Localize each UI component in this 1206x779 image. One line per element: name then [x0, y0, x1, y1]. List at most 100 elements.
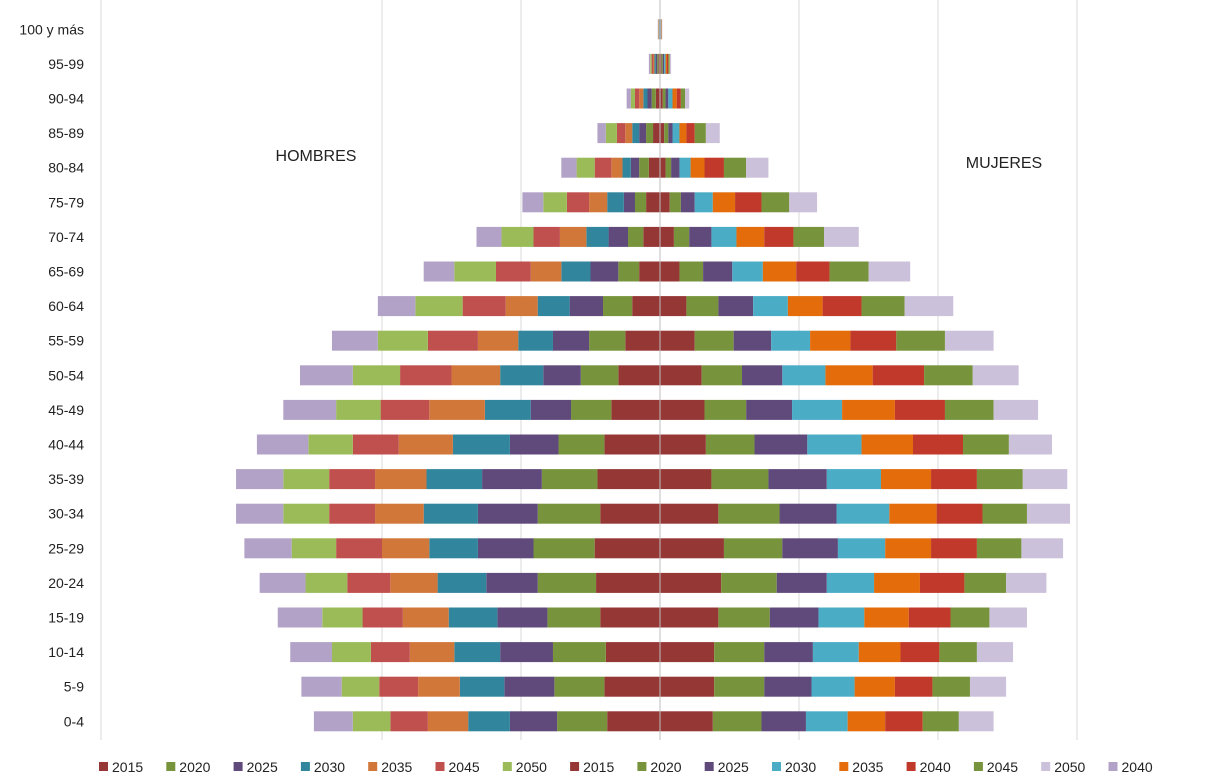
bar-right-2040-6: [764, 226, 794, 247]
legend-swatch: [502, 762, 512, 771]
bar-right-2050-15: [1021, 538, 1064, 559]
bar-left-2025-14: [477, 503, 538, 524]
legend-swatch: [1041, 762, 1051, 771]
bar-left-2020-3: [646, 123, 654, 144]
bar-right-2015-3: [660, 123, 665, 144]
bar-right-2045-3: [694, 123, 706, 144]
bar-left-2030-4: [622, 157, 631, 178]
bar-left-2035-11: [429, 399, 485, 420]
bar-right-2035-17: [864, 607, 909, 628]
bar-right-2040-8: [822, 296, 862, 317]
bar-left-2035-15: [382, 538, 430, 559]
bar-left-2045-1: [651, 53, 654, 74]
bar-right-2035-9: [810, 330, 851, 351]
legend-label: 2045: [449, 759, 480, 775]
bar-right-2045-16: [964, 572, 1007, 593]
bar-right-2045-12: [963, 434, 1009, 455]
bar-right-2035-2: [672, 88, 677, 109]
bar-right-2015-18: [660, 642, 715, 663]
bar-left-2025-7: [590, 261, 619, 282]
bar-right-2015-5: [660, 192, 670, 213]
bar-right-2045-9: [896, 330, 945, 351]
bar-left-2025-3: [639, 123, 647, 144]
bar-left-2020-11: [571, 399, 612, 420]
bar-left-2040-5: [522, 192, 544, 213]
bar-left-2020-7: [618, 261, 640, 282]
bar-right-2020-14: [718, 503, 780, 524]
bar-left-2035-17: [402, 607, 449, 628]
category-tick-label: 85-89: [48, 125, 84, 141]
bar-right-2050-3: [705, 123, 720, 144]
bar-right-2015-15: [660, 538, 724, 559]
bar-left-2030-14: [423, 503, 478, 524]
bar-left-2045-14: [329, 503, 376, 524]
bar-right-2040-2: [676, 88, 681, 109]
bar-right-2030-10: [782, 365, 826, 386]
bar-left-2035-20: [427, 711, 469, 732]
bar-right-2030-9: [771, 330, 811, 351]
legend-swatch: [99, 762, 108, 771]
bar-right-2045-11: [944, 399, 994, 420]
bar-right-2045-8: [861, 296, 905, 317]
bar-right-2020-6: [673, 226, 690, 247]
bar-left-2030-8: [537, 296, 570, 317]
legend-label: 2015: [583, 759, 614, 775]
bar-right-2030-15: [837, 538, 886, 559]
category-tick-label: 40-44: [48, 437, 84, 453]
bar-right-2015-1: [660, 53, 662, 74]
legend-swatch: [772, 762, 781, 771]
bar-right-2025-20: [761, 711, 806, 732]
bar-left-2015-11: [611, 399, 660, 420]
bar-right-2015-7: [660, 261, 680, 282]
category-tick-label: 80-84: [48, 160, 84, 176]
bar-left-2025-19: [504, 676, 555, 697]
bar-left-2045-19: [379, 676, 419, 697]
bar-right-2020-5: [669, 192, 681, 213]
bar-left-2045-7: [495, 261, 531, 282]
axis-layer: 100 y más 95-99 90-94 85-89 80-84 75-79 70-74 6…: [19, 0, 661, 740]
bar-left-2025-17: [497, 607, 548, 628]
bar-left-2020-14: [537, 503, 601, 524]
category-tick-label: 20-24: [48, 575, 84, 591]
bar-left-2045-13: [329, 469, 376, 490]
bar-right-2035-12: [861, 434, 913, 455]
bar-right-2035-6: [736, 226, 765, 247]
bar-left-2030-11: [484, 399, 531, 420]
category-tick-label: 35-39: [48, 471, 84, 487]
bar-left-2045-16: [347, 572, 391, 593]
bar-left-2025-5: [623, 192, 635, 213]
bar-right-2025-18: [764, 642, 813, 663]
bar-right-2050-16: [1006, 572, 1047, 593]
bar-left-2040-10: [299, 365, 353, 386]
bar-left-2040-6: [476, 226, 502, 247]
bar-left-2030-15: [429, 538, 478, 559]
bar-right-2025-16: [776, 572, 827, 593]
bar-right-2050-7: [868, 261, 911, 282]
bar-left-2050-8: [415, 296, 463, 317]
bar-left-2030-17: [448, 607, 498, 628]
bar-right-2015-12: [660, 434, 706, 455]
bar-right-2035-18: [858, 642, 901, 663]
bar-left-2030-13: [426, 469, 483, 490]
bar-right-2040-10: [872, 365, 925, 386]
bar-right-2030-19: [811, 676, 855, 697]
bar-left-2045-9: [427, 330, 478, 351]
legend-label: 2050: [516, 759, 547, 775]
bar-left-2020-2: [651, 88, 656, 109]
bar-left-2015-1: [658, 53, 660, 74]
bar-left-2020-10: [580, 365, 619, 386]
bar-right-2025-9: [733, 330, 772, 351]
bar-left-2030-16: [437, 572, 487, 593]
bar-left-2035-3: [625, 123, 633, 144]
bar-right-2040-5: [735, 192, 762, 213]
bar-left-2030-3: [632, 123, 640, 144]
bar-left-2035-10: [451, 365, 501, 386]
legend-label: 2050: [1054, 759, 1085, 775]
right-side-label: MUJERES: [966, 155, 1042, 172]
bar-right-2015-19: [660, 676, 715, 697]
category-tick-label: 95-99: [48, 56, 84, 72]
bar-left-2050-14: [283, 503, 330, 524]
bar-right-2030-3: [672, 123, 680, 144]
bar-right-2035-14: [889, 503, 937, 524]
